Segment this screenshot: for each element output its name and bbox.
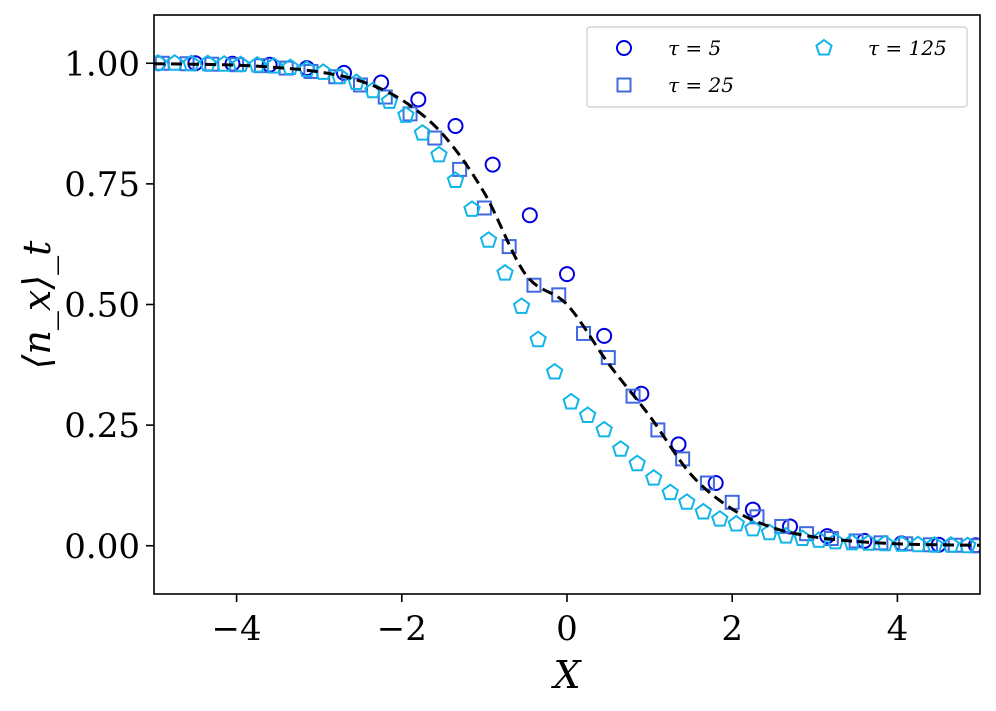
plot-area — [154, 54, 980, 554]
point-tau-125 — [677, 493, 696, 510]
x-tick-label: −2 — [377, 609, 427, 649]
legend-marker-tau-25 — [616, 77, 632, 93]
y-axis-ticks: 0.00 0.25 0.50 0.75 1.00 — [64, 44, 154, 567]
point-tau-125 — [595, 420, 613, 438]
point-tau-125 — [942, 536, 960, 553]
point-tau-5 — [856, 532, 873, 549]
point-tau-25 — [600, 350, 616, 366]
point-tau-5 — [819, 528, 836, 545]
point-tau-5 — [447, 117, 464, 134]
point-tau-125 — [694, 502, 713, 520]
legend-marker-tau-5 — [616, 40, 632, 56]
point-tau-125 — [578, 406, 597, 423]
point-tau-125 — [958, 536, 977, 554]
point-tau-25 — [551, 287, 567, 303]
point-tau-125 — [463, 200, 481, 217]
series-tau-5 — [154, 55, 980, 554]
legend-circle-marker — [616, 40, 632, 56]
legend: τ = 5 τ = 25 τ = 125 — [586, 26, 968, 108]
reference-curve-line — [154, 62, 980, 547]
point-tau-125 — [644, 468, 663, 486]
point-tau-125 — [909, 535, 927, 553]
point-tau-125 — [892, 535, 911, 552]
point-tau-5 — [782, 518, 799, 535]
point-tau-125 — [611, 440, 630, 457]
point-tau-125 — [430, 145, 448, 163]
point-tau-125 — [545, 362, 564, 380]
point-tau-125 — [628, 454, 646, 472]
point-tau-125 — [826, 532, 845, 550]
point-tau-125 — [380, 92, 399, 109]
point-tau-125 — [314, 63, 333, 80]
point-tau-25 — [377, 89, 393, 105]
point-tau-125 — [182, 54, 200, 72]
point-tau-125 — [859, 534, 878, 551]
point-tau-25 — [526, 277, 542, 293]
point-tau-5 — [633, 385, 650, 402]
point-tau-25 — [427, 130, 443, 146]
point-tau-5 — [410, 91, 427, 108]
point-tau-125 — [215, 54, 233, 72]
x-tick-label: −4 — [212, 609, 262, 649]
point-tau-25 — [625, 388, 641, 404]
x-tick-label: 4 — [887, 609, 909, 649]
y-tick-label: 0.75 — [64, 165, 140, 205]
point-tau-125 — [154, 54, 167, 71]
point-tau-125 — [264, 56, 283, 74]
point-tau-125 — [298, 60, 316, 77]
point-tau-125 — [198, 54, 217, 72]
point-tau-5 — [596, 327, 613, 344]
point-tau-125 — [562, 392, 580, 410]
point-tau-5 — [707, 475, 724, 492]
legend-marker-tau-125 — [815, 38, 833, 56]
series-tau-125 — [154, 54, 977, 554]
point-tau-125 — [165, 54, 184, 71]
point-tau-125 — [281, 58, 300, 76]
point-tau-25 — [501, 239, 517, 255]
legend-frame — [586, 26, 968, 108]
y-tick-label: 1.00 — [64, 44, 140, 84]
point-tau-5 — [484, 156, 501, 173]
x-axis-ticks: −4 −2 0 2 4 — [212, 594, 909, 649]
point-tau-125 — [413, 123, 432, 141]
point-tau-25 — [774, 518, 790, 534]
legend-label-tau-25: τ = 25 — [668, 73, 734, 97]
point-tau-125 — [744, 519, 762, 537]
legend-pentagon-marker — [815, 38, 833, 56]
point-tau-125 — [925, 536, 944, 553]
point-tau-25 — [724, 494, 740, 510]
point-tau-125 — [397, 106, 415, 123]
point-tau-125 — [446, 171, 465, 188]
point-tau-5 — [559, 266, 575, 283]
x-tick-label: 2 — [721, 609, 743, 649]
point-tau-5 — [521, 207, 538, 224]
y-tick-label: 0.50 — [64, 286, 140, 326]
x-axis-label: X — [550, 653, 582, 697]
legend-label-tau-125: τ = 125 — [868, 36, 947, 60]
series-tau-25 — [154, 55, 980, 554]
point-tau-125 — [876, 534, 894, 552]
point-tau-125 — [479, 231, 498, 248]
point-tau-125 — [529, 330, 547, 348]
legend-square-marker — [616, 77, 632, 93]
y-axis-label: ⟨n_x⟩_t — [15, 240, 60, 370]
point-tau-125 — [231, 55, 250, 73]
x-tick-label: 0 — [556, 609, 578, 649]
point-tau-25 — [650, 422, 666, 438]
point-tau-125 — [496, 263, 514, 281]
point-tau-5 — [335, 64, 352, 81]
point-tau-125 — [248, 55, 267, 73]
plot-frame — [153, 14, 981, 595]
plot-series — [154, 54, 980, 554]
y-tick-label: 0.00 — [64, 527, 140, 567]
point-tau-125 — [661, 483, 680, 501]
legend-label-tau-5: τ = 5 — [668, 36, 721, 60]
point-tau-125 — [727, 514, 746, 532]
point-tau-125 — [512, 297, 531, 314]
y-tick-label: 0.25 — [64, 406, 140, 446]
point-tau-125 — [711, 509, 729, 527]
